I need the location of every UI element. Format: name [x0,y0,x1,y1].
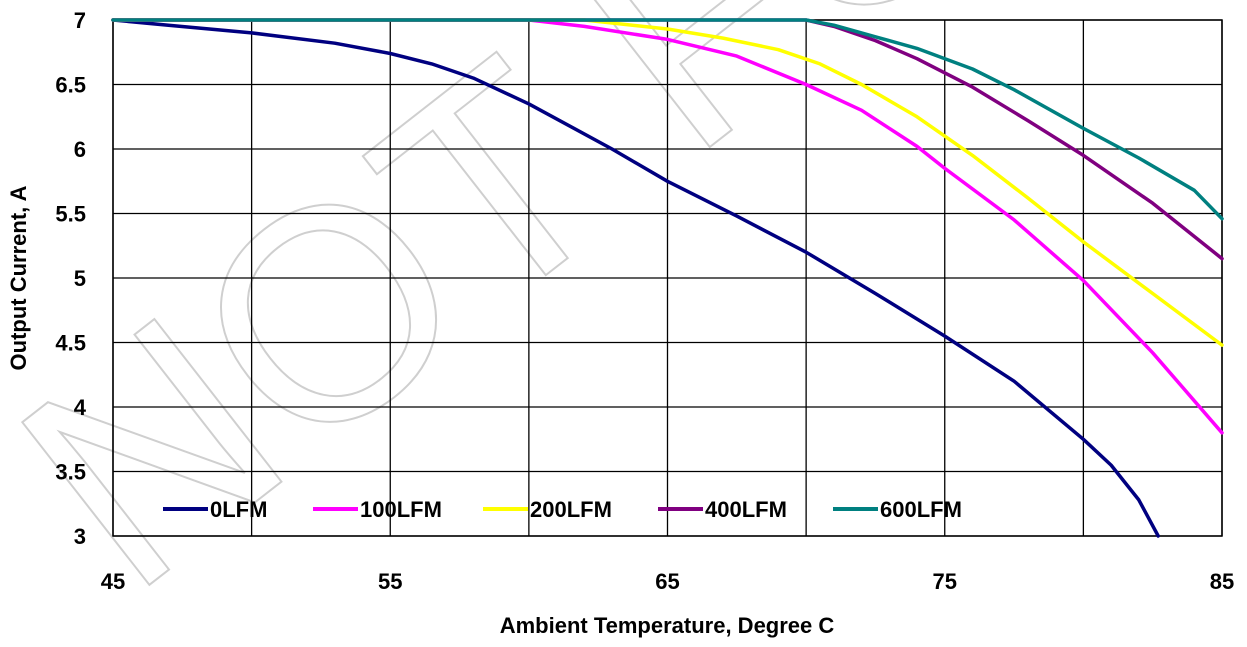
series-line-100LFM [111,18,1224,435]
y-tick-label: 6.5 [55,73,86,98]
x-axis-title: Ambient Temperature, Degree C [500,613,835,638]
y-tick-label: 6 [74,137,86,162]
legend: 0LFM 100LFM 200LFM 400LFM 600LFM [163,497,962,522]
y-tick-label: 5.5 [55,202,86,227]
legend-label-0LFM: 0LFM [210,497,267,522]
y-tick-label: 4.5 [55,331,86,356]
x-tick-label: 65 [655,569,679,594]
series-layer [111,18,1224,538]
y-tick-label: 7 [74,8,86,33]
legend-label-400LFM: 400LFM [705,497,787,522]
x-tick-label: 75 [933,569,957,594]
x-axis-ticks: 45 55 65 75 85 [101,569,1234,594]
y-tick-label: 3 [74,524,86,549]
legend-label-100LFM: 100LFM [360,497,442,522]
legend-label-200LFM: 200LFM [530,497,612,522]
y-axis-ticks: 3 3.5 4 4.5 5 5.5 6 6.5 7 [55,8,86,549]
series-line-200LFM [111,18,1224,347]
x-tick-label: 45 [101,569,125,594]
x-tick-label: 85 [1210,569,1234,594]
y-tick-label: 3.5 [55,460,86,485]
y-tick-label: 5 [74,266,86,291]
series-line-0LFM [111,18,1160,538]
y-axis-title: Output Current, A [6,185,31,370]
series-line-600LFM [111,18,1224,221]
y-tick-label: 4 [74,395,87,420]
legend-label-600LFM: 600LFM [880,497,962,522]
x-tick-label: 55 [378,569,402,594]
